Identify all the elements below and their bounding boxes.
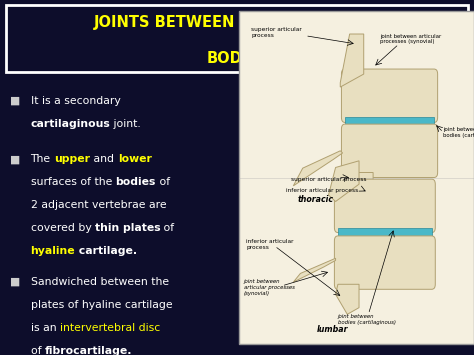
Text: cartilaginous: cartilaginous (30, 119, 110, 129)
Text: The: The (30, 154, 54, 164)
Text: ■: ■ (9, 154, 19, 164)
Text: superior articular
process: superior articular process (251, 27, 302, 38)
Polygon shape (352, 173, 373, 206)
Text: ■: ■ (9, 96, 19, 106)
Polygon shape (336, 284, 359, 314)
Text: joint between
bodies (cartilaginous): joint between bodies (cartilaginous) (338, 314, 396, 325)
Text: joint.: joint. (110, 119, 141, 129)
Polygon shape (340, 34, 364, 87)
Text: inferior articular
process: inferior articular process (246, 239, 294, 250)
Text: of: of (156, 177, 170, 187)
Text: plates of hyaline cartilage: plates of hyaline cartilage (30, 300, 172, 310)
Polygon shape (328, 161, 359, 202)
Text: It is a secondary: It is a secondary (30, 96, 124, 106)
Text: intervertebral disc: intervertebral disc (60, 323, 160, 333)
Text: bodies: bodies (115, 177, 156, 187)
Text: joint between
bodies (cartilaginous): joint between bodies (cartilaginous) (444, 127, 474, 138)
Text: is an: is an (30, 323, 60, 333)
Text: JOINTS BETWEEN TWO VERTEBRAL: JOINTS BETWEEN TWO VERTEBRAL (94, 15, 380, 31)
Text: joint between
articular processes
(synovial): joint between articular processes (synov… (244, 279, 295, 296)
Text: cartilage.: cartilage. (75, 246, 137, 256)
Text: Sandwiched between the: Sandwiched between the (30, 277, 169, 287)
Text: surfaces of the: surfaces of the (30, 177, 115, 187)
Text: lower: lower (118, 154, 152, 164)
FancyBboxPatch shape (334, 179, 435, 233)
Text: fibrocartilage.: fibrocartilage. (45, 345, 132, 355)
Text: lumbar: lumbar (317, 325, 348, 334)
Text: hyaline: hyaline (30, 246, 75, 256)
Bar (338, 228, 432, 241)
Text: upper: upper (54, 154, 90, 164)
Text: thoracic: thoracic (298, 195, 334, 204)
Polygon shape (293, 258, 336, 282)
FancyBboxPatch shape (341, 124, 438, 178)
Text: ■: ■ (9, 277, 19, 287)
Text: joint between articular
processes (synovial): joint between articular processes (synov… (380, 34, 441, 44)
Text: inferior articular process: inferior articular process (286, 189, 358, 193)
FancyBboxPatch shape (6, 5, 468, 72)
Text: BODIES: BODIES (206, 50, 268, 66)
FancyBboxPatch shape (334, 236, 435, 289)
Text: superior articular process: superior articular process (291, 177, 366, 182)
Text: of: of (160, 223, 174, 233)
Text: thin plates: thin plates (95, 223, 160, 233)
Text: and: and (90, 154, 118, 164)
Polygon shape (293, 151, 343, 186)
Text: 2 adjacent vertebrae are: 2 adjacent vertebrae are (30, 200, 166, 210)
FancyBboxPatch shape (341, 69, 438, 122)
Text: covered by: covered by (30, 223, 95, 233)
FancyBboxPatch shape (239, 11, 474, 344)
Text: of: of (30, 345, 45, 355)
Bar (345, 118, 434, 129)
